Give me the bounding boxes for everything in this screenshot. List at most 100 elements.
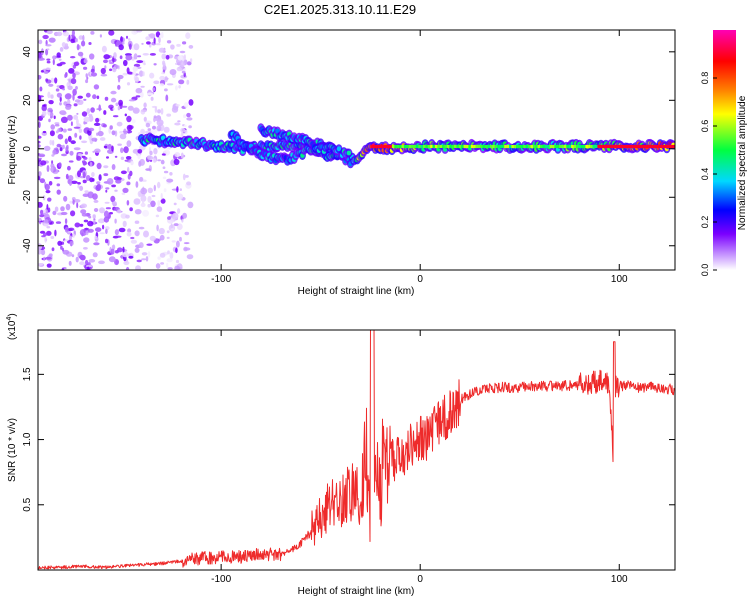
noise-blob [117, 143, 122, 146]
noise-blob [161, 72, 166, 75]
noise-blob [93, 122, 101, 126]
noise-blob [67, 135, 72, 142]
noise-blob [83, 116, 91, 123]
noise-blob [122, 220, 127, 228]
noise-blob [153, 63, 157, 66]
noise-blob [148, 165, 152, 172]
noise-blob [150, 200, 156, 208]
noise-blob [147, 128, 152, 132]
carrier-segment [575, 144, 579, 149]
noise-blob [81, 111, 88, 117]
noise-blob [71, 30, 75, 36]
noise-blob [112, 201, 117, 207]
noise-blob [56, 52, 61, 58]
carrier-segment [413, 144, 416, 149]
noise-blob [180, 61, 185, 68]
noise-blob [160, 198, 166, 204]
colorbar-tick-label: 0.4 [700, 168, 710, 181]
carrier-segment [485, 144, 488, 149]
noise-blob [117, 247, 123, 253]
noise-blob [45, 48, 49, 56]
noise-blob [179, 50, 186, 54]
noise-blob [182, 41, 187, 45]
carrier-segment [597, 144, 600, 149]
noise-blob [184, 247, 191, 251]
carrier-segment [599, 144, 603, 149]
carrier-segment [427, 144, 431, 149]
noise-blob [103, 173, 109, 177]
carrier-segment [595, 144, 598, 149]
snr-panel: -100 0 100 0.5 1.0 1.5 Height of straight li… [6, 313, 676, 597]
carrier-segment [590, 144, 593, 149]
noise-blob [54, 206, 59, 212]
carrier-segment [571, 144, 574, 149]
noise-blob [54, 229, 57, 237]
noise-blob [100, 73, 108, 77]
noise-blob [121, 192, 126, 195]
carrier-segment [623, 144, 627, 149]
noise-blob [79, 229, 87, 236]
carrier-segment [513, 144, 517, 149]
noise-blob [56, 143, 62, 148]
noise-blob [125, 266, 130, 270]
noise-blob [169, 172, 173, 176]
noise-blob [38, 171, 42, 177]
noise-blob [149, 159, 153, 162]
carrier-segment [523, 144, 526, 149]
noise-blob [88, 259, 96, 263]
carrier-segment [638, 144, 641, 149]
noise-blob [46, 48, 50, 51]
noise-blob [117, 76, 121, 83]
carrier-segment [568, 144, 572, 149]
noise-blob [185, 32, 191, 39]
noise-blob [83, 237, 90, 243]
noise-blob [138, 160, 142, 167]
noise-blob [76, 202, 79, 209]
noise-blob [163, 126, 170, 133]
carrier-segment [611, 144, 615, 149]
noise-blob [166, 262, 169, 268]
noise-blob [122, 72, 128, 76]
noise-blob [64, 218, 68, 225]
noise-blob [74, 132, 78, 138]
noise-blob [65, 104, 72, 110]
noise-blob [160, 108, 164, 115]
noise-blob [42, 195, 46, 201]
noise-blob [167, 250, 170, 255]
noise-blob [88, 157, 92, 162]
noise-blob [38, 54, 42, 59]
carrier-segment [477, 144, 481, 149]
carrier-segment [609, 144, 612, 149]
carrier-segment [563, 144, 567, 149]
carrier-segment [399, 144, 402, 149]
carrier-segment [652, 144, 655, 149]
y-tick-label: 20 [22, 94, 33, 106]
noise-blob [181, 70, 186, 74]
noise-blob [63, 195, 68, 202]
carrier-segment [640, 144, 643, 149]
carrier-segment [673, 144, 675, 149]
noise-blob [92, 94, 97, 100]
noise-blob [85, 230, 89, 236]
carrier-segment [616, 144, 620, 149]
noise-blob [167, 216, 171, 220]
y-tick-label: -40 [22, 238, 33, 253]
noise-blob [72, 64, 76, 69]
noise-blob [70, 121, 73, 126]
noise-blob [50, 236, 55, 239]
noise-blob [156, 43, 161, 46]
noise-blob [147, 203, 151, 208]
noise-blob [88, 215, 92, 219]
noise-blob [166, 236, 170, 239]
snr-series-line [38, 330, 675, 570]
noise-blob [87, 220, 94, 227]
noise-blob [38, 157, 42, 160]
noise-blob [103, 110, 107, 115]
noise-blob [117, 84, 121, 90]
noise-blob [96, 108, 102, 111]
noise-blob [146, 92, 154, 96]
noise-blob [139, 176, 144, 182]
noise-blob [130, 252, 133, 256]
noise-blob [135, 181, 139, 188]
noise-blob [141, 42, 144, 45]
